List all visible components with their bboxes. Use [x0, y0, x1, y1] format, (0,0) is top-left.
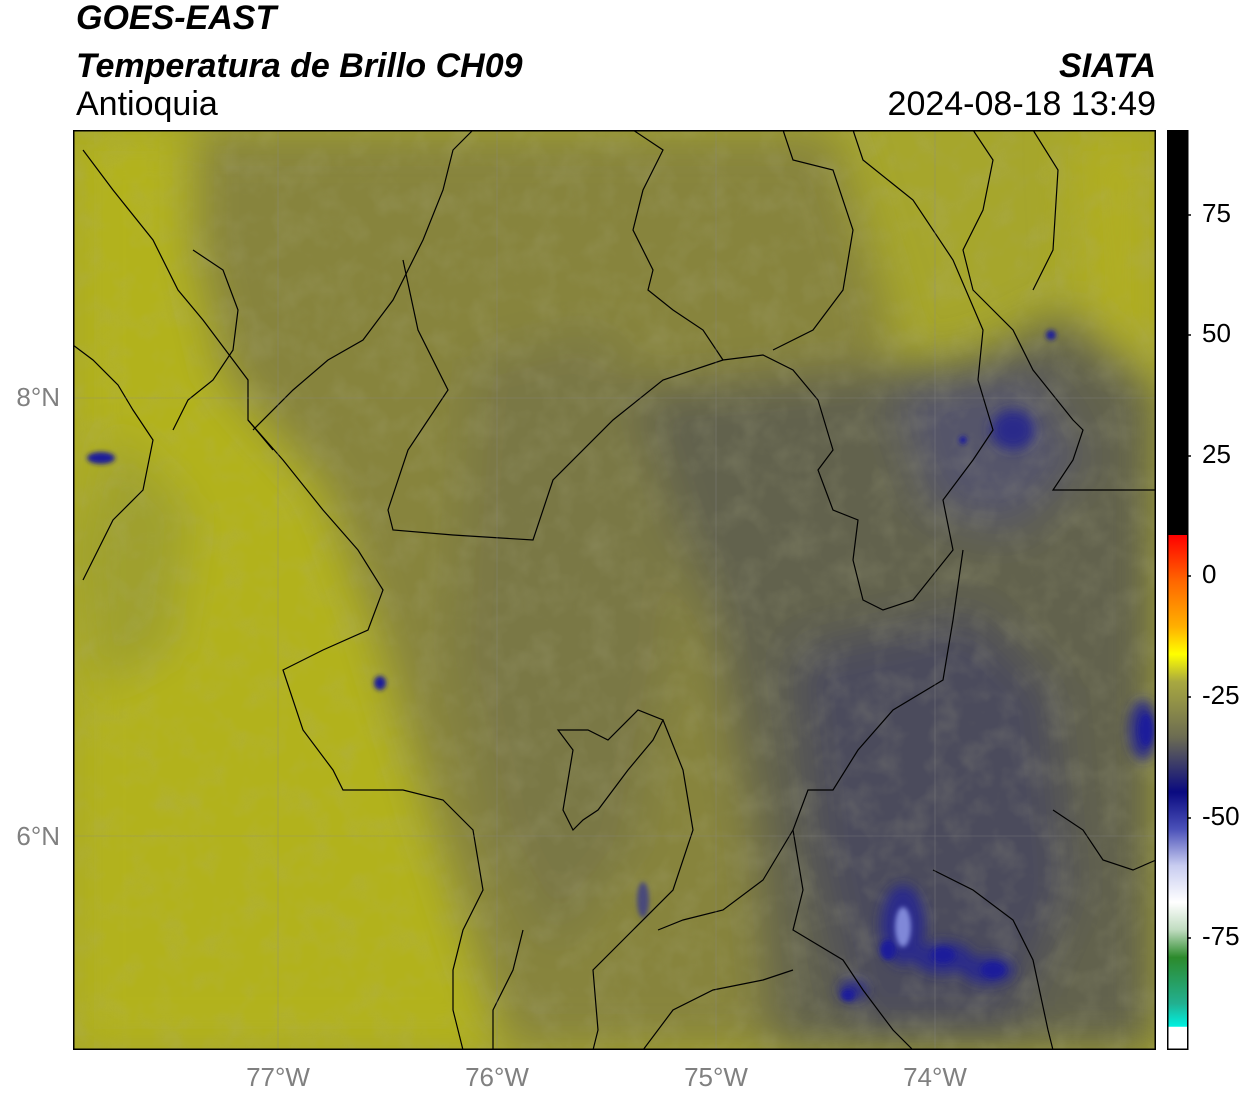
brightness-temperature-map [73, 130, 1156, 1050]
lon-tick-76w: 76°W [465, 1062, 529, 1092]
lon-tick-74w: 74°W [903, 1062, 967, 1092]
colorbar-tick-25: 25 [1202, 439, 1231, 469]
region-label: Antioquia [76, 85, 218, 123]
colorbar-tick-minus75: -75 [1202, 921, 1240, 951]
organization-label: SIATA [1059, 47, 1156, 85]
lat-tick-8n: 8°N [16, 382, 60, 412]
colorbar-tick-0: 0 [1202, 559, 1217, 589]
colorbar-tick-minus25: -25 [1202, 680, 1240, 710]
product-title: Temperatura de Brillo CH09 [76, 47, 523, 85]
lon-tick-77w: 77°W [246, 1062, 310, 1092]
temperature-colorbar [1167, 130, 1191, 1050]
satellite-title: GOES-EAST [76, 0, 277, 37]
lon-tick-75w: 75°W [684, 1062, 748, 1092]
colorbar-tick-50: 50 [1202, 318, 1231, 348]
timestamp-label: 2024-08-18 13:49 [887, 85, 1156, 123]
lat-tick-6n: 6°N [16, 821, 60, 851]
colorbar-tick-minus50: -50 [1202, 801, 1240, 831]
colorbar-tick-75: 75 [1202, 198, 1231, 228]
